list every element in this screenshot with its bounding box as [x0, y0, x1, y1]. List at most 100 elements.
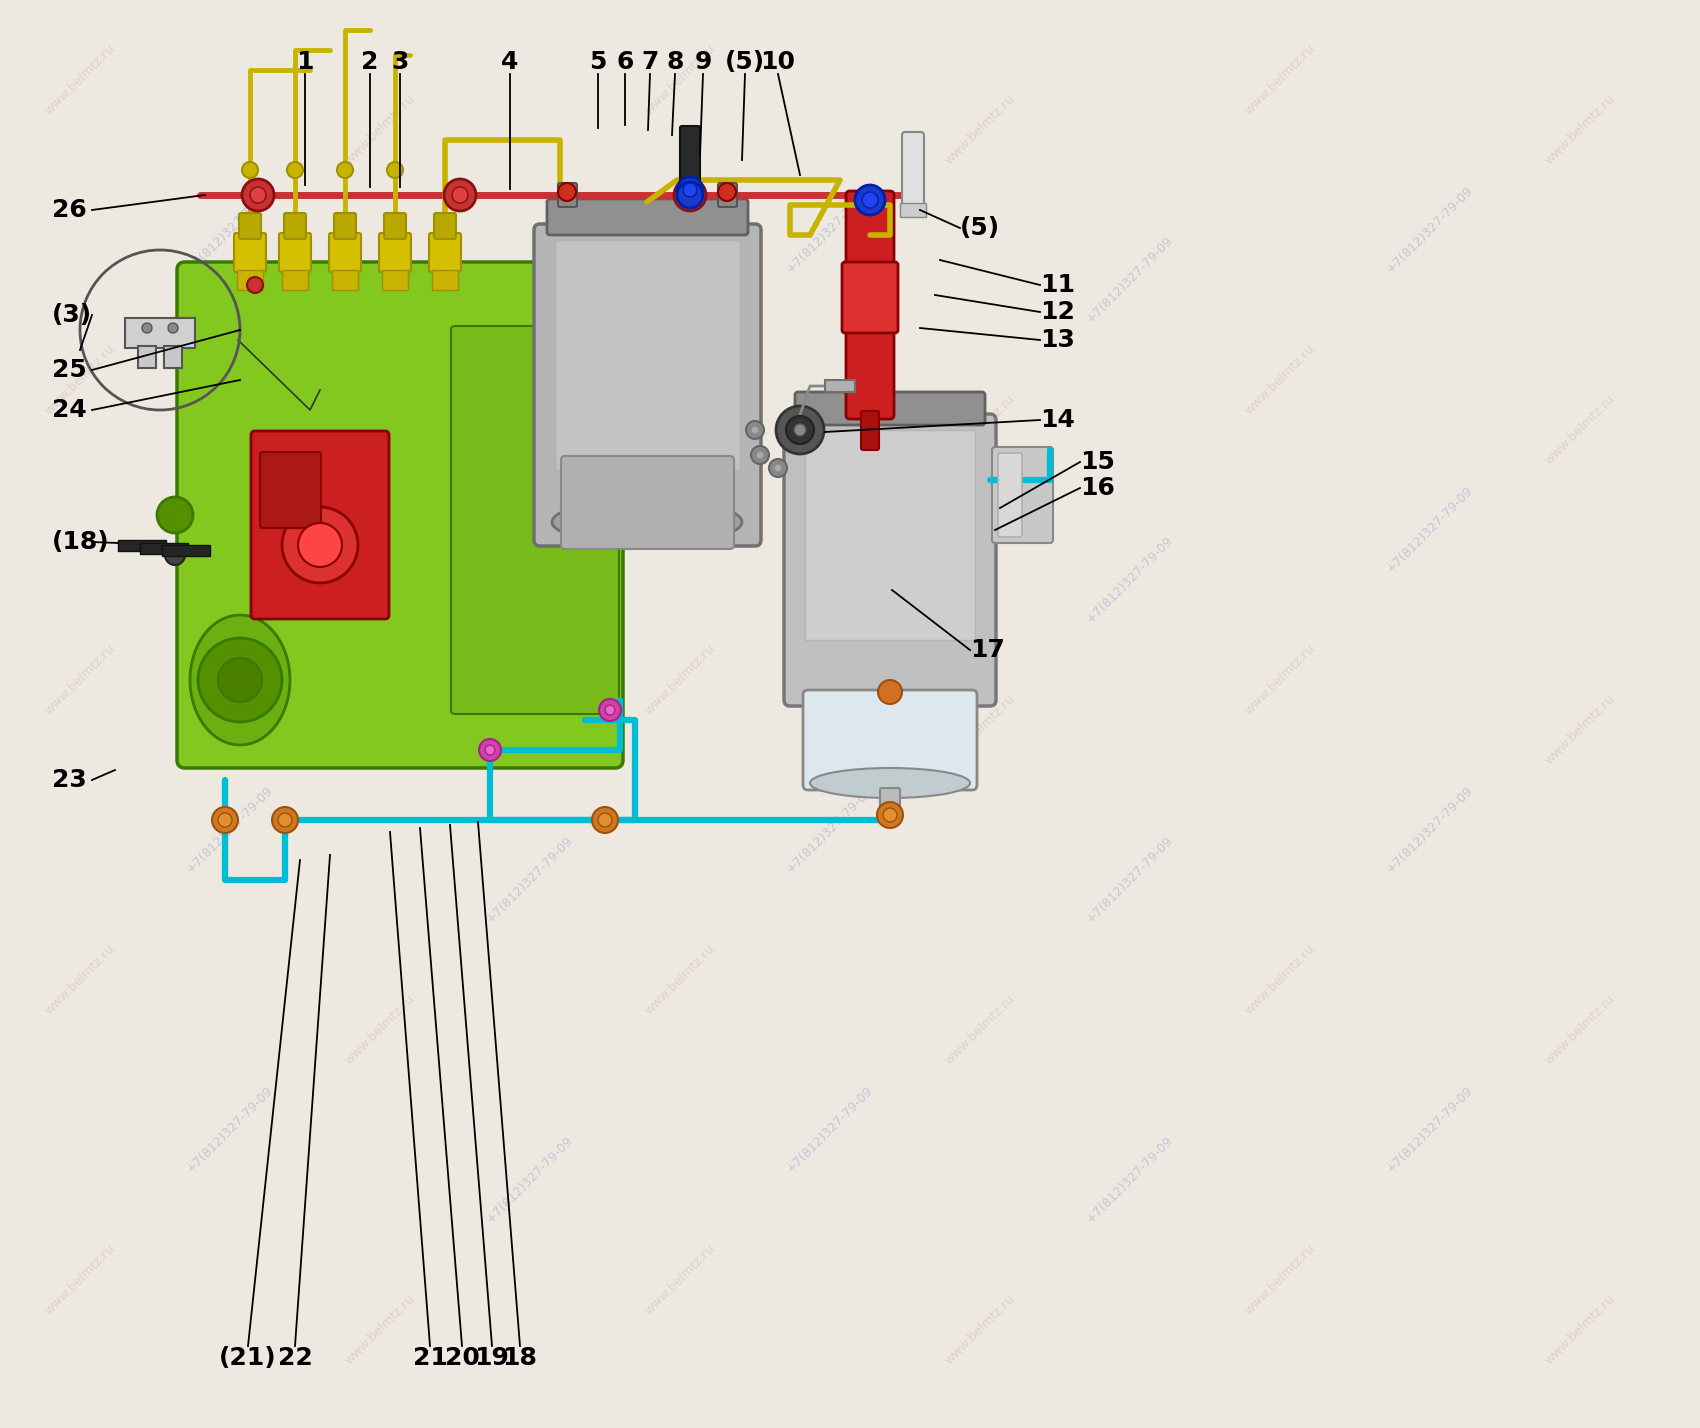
Text: www.belmtz.ru: www.belmtz.ru [342, 1292, 418, 1368]
Text: (5): (5) [960, 216, 1000, 240]
Circle shape [598, 813, 612, 827]
FancyBboxPatch shape [333, 213, 355, 238]
FancyBboxPatch shape [802, 690, 978, 790]
Circle shape [282, 507, 359, 583]
Circle shape [877, 680, 903, 704]
Circle shape [452, 187, 468, 203]
Text: www.belmtz.ru: www.belmtz.ru [42, 643, 117, 717]
FancyBboxPatch shape [379, 233, 411, 271]
Text: +7(812)327-79-09: +7(812)327-79-09 [1384, 184, 1476, 276]
FancyBboxPatch shape [236, 270, 264, 290]
Ellipse shape [552, 500, 741, 544]
Circle shape [156, 497, 194, 533]
FancyBboxPatch shape [860, 411, 879, 450]
Circle shape [241, 178, 274, 211]
FancyBboxPatch shape [382, 270, 408, 290]
Circle shape [218, 813, 231, 827]
Circle shape [241, 161, 258, 178]
FancyBboxPatch shape [177, 261, 622, 768]
Text: 5: 5 [590, 50, 607, 74]
Circle shape [794, 424, 806, 436]
FancyBboxPatch shape [993, 447, 1052, 543]
Circle shape [197, 638, 282, 723]
Text: www.belmtz.ru: www.belmtz.ru [1243, 643, 1318, 717]
Text: +7(812)327-79-09: +7(812)327-79-09 [1085, 834, 1176, 925]
Text: 20: 20 [445, 1347, 479, 1369]
Text: 26: 26 [53, 198, 87, 221]
Text: 17: 17 [971, 638, 1005, 663]
Circle shape [877, 803, 903, 828]
FancyBboxPatch shape [235, 233, 265, 271]
Circle shape [751, 426, 758, 434]
FancyBboxPatch shape [554, 240, 740, 470]
Text: www.belmtz.ru: www.belmtz.ru [342, 992, 418, 1068]
Circle shape [785, 416, 814, 444]
Circle shape [768, 458, 787, 477]
FancyBboxPatch shape [558, 183, 576, 207]
FancyBboxPatch shape [332, 270, 359, 290]
Circle shape [479, 740, 502, 761]
Text: 2: 2 [362, 50, 379, 74]
FancyBboxPatch shape [903, 131, 925, 208]
Text: www.belmtz.ru: www.belmtz.ru [643, 643, 717, 717]
Text: 4: 4 [502, 50, 518, 74]
Text: +7(812)327-79-09: +7(812)327-79-09 [784, 484, 876, 575]
Text: (5): (5) [724, 50, 765, 74]
Circle shape [882, 808, 898, 823]
Text: +7(812)327-79-09: +7(812)327-79-09 [184, 484, 275, 575]
Text: www.belmtz.ru: www.belmtz.ru [1542, 693, 1618, 768]
Text: 22: 22 [277, 1347, 313, 1369]
Ellipse shape [809, 768, 971, 798]
FancyBboxPatch shape [842, 261, 898, 333]
Text: +7(812)327-79-09: +7(812)327-79-09 [184, 1084, 275, 1175]
Text: +7(812)327-79-09: +7(812)327-79-09 [784, 184, 876, 276]
Text: www.belmtz.ru: www.belmtz.ru [643, 343, 717, 417]
FancyBboxPatch shape [260, 453, 321, 528]
Text: 16: 16 [1080, 476, 1115, 500]
Text: +7(812)327-79-09: +7(812)327-79-09 [1085, 534, 1176, 625]
Text: www.belmtz.ru: www.belmtz.ru [1243, 343, 1318, 417]
FancyBboxPatch shape [279, 233, 311, 271]
FancyBboxPatch shape [547, 198, 748, 236]
Text: www.belmtz.ru: www.belmtz.ru [1542, 393, 1618, 467]
Text: 24: 24 [53, 398, 87, 423]
FancyBboxPatch shape [998, 453, 1022, 537]
Circle shape [605, 705, 615, 715]
Circle shape [143, 323, 151, 333]
Circle shape [598, 698, 620, 721]
Text: www.belmtz.ru: www.belmtz.ru [643, 1242, 717, 1318]
Circle shape [287, 161, 303, 178]
Text: 1: 1 [296, 50, 314, 74]
Circle shape [677, 181, 704, 208]
Circle shape [677, 177, 704, 203]
FancyBboxPatch shape [432, 270, 457, 290]
FancyBboxPatch shape [162, 545, 211, 555]
Text: +7(812)327-79-09: +7(812)327-79-09 [1085, 1134, 1176, 1225]
Text: +7(812)327-79-09: +7(812)327-79-09 [1384, 1084, 1476, 1175]
Text: 19: 19 [474, 1347, 510, 1369]
Text: +7(812)327-79-09: +7(812)327-79-09 [484, 534, 576, 625]
FancyBboxPatch shape [330, 233, 360, 271]
Circle shape [272, 807, 298, 833]
Circle shape [558, 183, 576, 201]
Text: www.belmtz.ru: www.belmtz.ru [942, 693, 1018, 768]
Text: +7(812)327-79-09: +7(812)327-79-09 [184, 784, 275, 875]
Text: www.belmtz.ru: www.belmtz.ru [1542, 93, 1618, 167]
FancyBboxPatch shape [450, 326, 619, 714]
FancyBboxPatch shape [881, 788, 899, 817]
Text: 13: 13 [1040, 328, 1074, 351]
Text: www.belmtz.ru: www.belmtz.ru [42, 343, 117, 417]
Text: +7(812)327-79-09: +7(812)327-79-09 [1384, 784, 1476, 875]
Text: 10: 10 [760, 50, 796, 74]
FancyBboxPatch shape [163, 346, 182, 368]
Circle shape [862, 191, 877, 208]
Text: (21): (21) [219, 1347, 277, 1369]
FancyBboxPatch shape [434, 213, 456, 238]
FancyBboxPatch shape [717, 183, 738, 207]
Text: www.belmtz.ru: www.belmtz.ru [42, 1242, 117, 1318]
Text: www.belmtz.ru: www.belmtz.ru [1542, 992, 1618, 1068]
Circle shape [592, 807, 619, 833]
Text: +7(812)327-79-09: +7(812)327-79-09 [484, 1134, 576, 1225]
Text: (3): (3) [53, 303, 92, 327]
Circle shape [775, 406, 824, 454]
